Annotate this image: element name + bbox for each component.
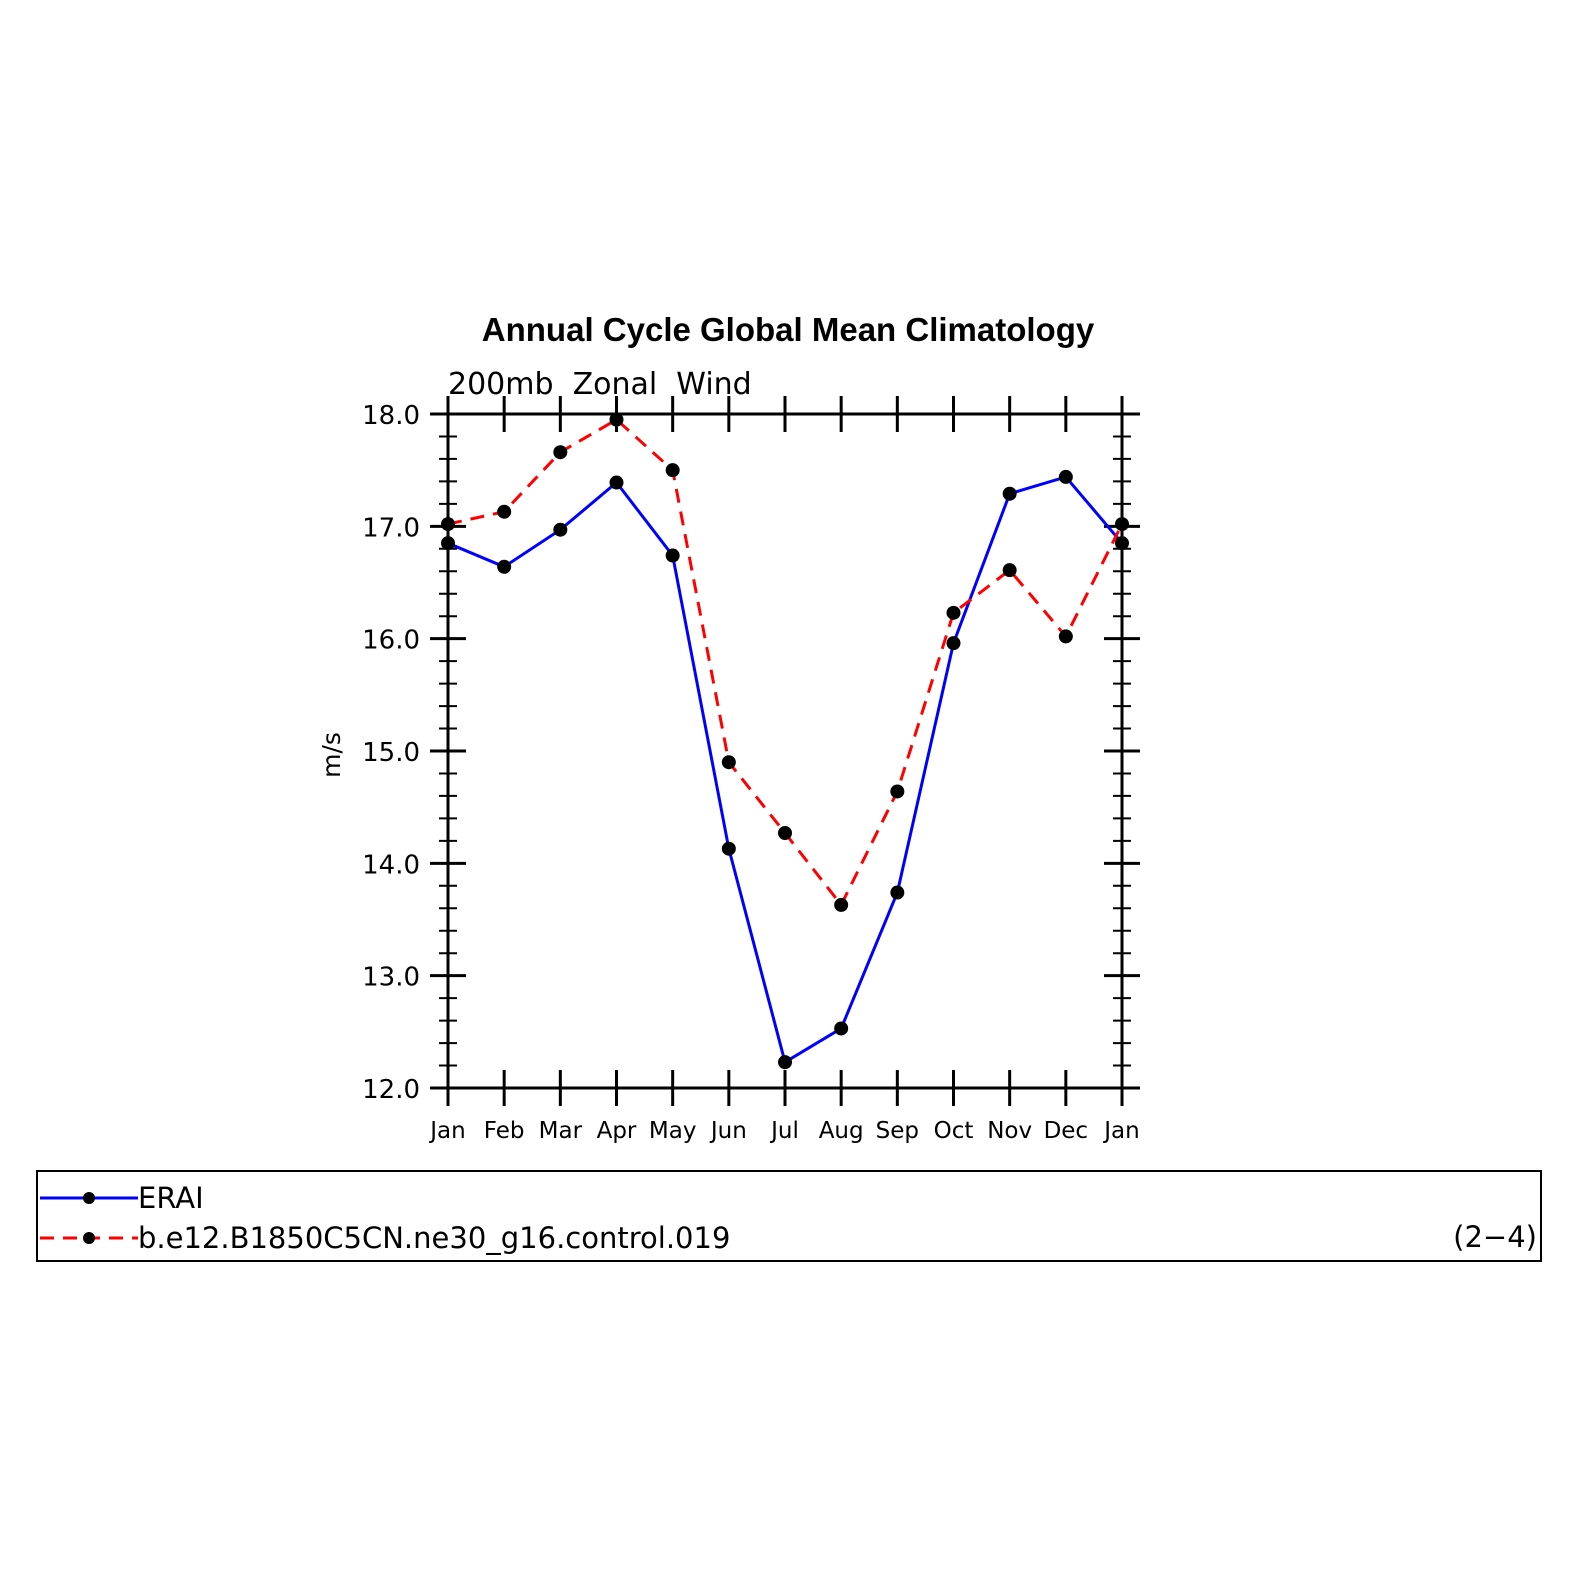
chart-title: Annual Cycle Global Mean Climatology: [482, 311, 1095, 348]
series-1-point: [609, 475, 624, 490]
legend-label-1: ERAI: [138, 1181, 204, 1215]
series-1-point: [1115, 536, 1129, 551]
series-1-point: [1002, 486, 1017, 501]
x-tick-label: May: [649, 1118, 697, 1144]
series-layer: [441, 412, 1129, 1070]
series-1-point: [890, 885, 905, 900]
y-tick-label: 17.0: [362, 513, 420, 543]
x-tick-label: Feb: [484, 1118, 525, 1144]
x-tick-label: Oct: [934, 1118, 974, 1144]
y-tick-label: 16.0: [362, 626, 420, 656]
series-1-point: [721, 841, 736, 856]
x-tick-label: Jun: [709, 1118, 747, 1144]
x-tick-label: Nov: [987, 1118, 1032, 1144]
y-tick-label: 15.0: [362, 738, 420, 768]
series-2-point: [441, 517, 455, 532]
series-1-point: [834, 1021, 849, 1036]
x-tick-label: Mar: [539, 1118, 583, 1144]
x-tick-label: Apr: [597, 1118, 637, 1144]
series-2-point: [946, 605, 961, 620]
series-2-point: [553, 445, 568, 460]
series-1-point: [1058, 469, 1073, 484]
series-2-point: [497, 504, 512, 519]
legend-marker-2: [83, 1232, 95, 1244]
y-axis-label: m/s: [317, 732, 346, 778]
series-1-point: [665, 548, 680, 563]
x-tick-label: Jan: [1102, 1118, 1139, 1144]
series-1-point: [946, 636, 961, 651]
series-1-point: [553, 522, 568, 537]
y-tick-label: 14.0: [362, 850, 420, 880]
plot-frame: [446, 412, 1124, 1090]
legend-items: ERAI b.e12.B1850C5CN.ne30_g16.control.019: [40, 1181, 730, 1255]
x-axis-ticks: Jan Feb Mar Apr May Jun Jul Aug Sep Oct Nov Dec Jan: [428, 396, 1140, 1144]
y-tick-label: 13.0: [362, 963, 420, 993]
legend-marker-1: [83, 1192, 95, 1204]
legend-note: (2−4): [1453, 1220, 1537, 1254]
x-tick-label: Jan: [428, 1118, 465, 1144]
series-2-point: [834, 897, 849, 912]
series-2-point: [1002, 563, 1017, 578]
chart-subtitle: 200mb Zonal Wind: [448, 367, 752, 402]
x-tick-label: Aug: [819, 1118, 864, 1144]
series-1-point: [441, 536, 455, 551]
legend-box: [36, 1170, 1542, 1262]
series-1-point: [497, 559, 512, 574]
series-2-point: [609, 412, 624, 427]
series-2-point: [665, 463, 680, 478]
series-2-point: [778, 826, 792, 841]
series-2-point: [890, 784, 905, 799]
series-1-point: [778, 1055, 792, 1070]
series-line-1: [447, 475, 1124, 1065]
x-tick-label: Dec: [1044, 1118, 1089, 1144]
x-tick-label: Sep: [876, 1118, 919, 1144]
x-tick-label: Jul: [769, 1118, 799, 1144]
y-axis-ticks: 12.0 13.0 14.0 15.0 16.0 17.0 18.0: [362, 401, 1140, 1105]
legend: ERAI b.e12.B1850C5CN.ne30_g16.control.019…: [36, 1170, 1542, 1262]
series-2-point: [1058, 629, 1073, 644]
y-tick-label: 18.0: [362, 401, 420, 431]
series-2-point: [1115, 517, 1129, 532]
series-2-point: [721, 755, 736, 770]
legend-label-2: b.e12.B1850C5CN.ne30_g16.control.019: [138, 1221, 730, 1255]
y-tick-label: 12.0: [362, 1075, 420, 1105]
